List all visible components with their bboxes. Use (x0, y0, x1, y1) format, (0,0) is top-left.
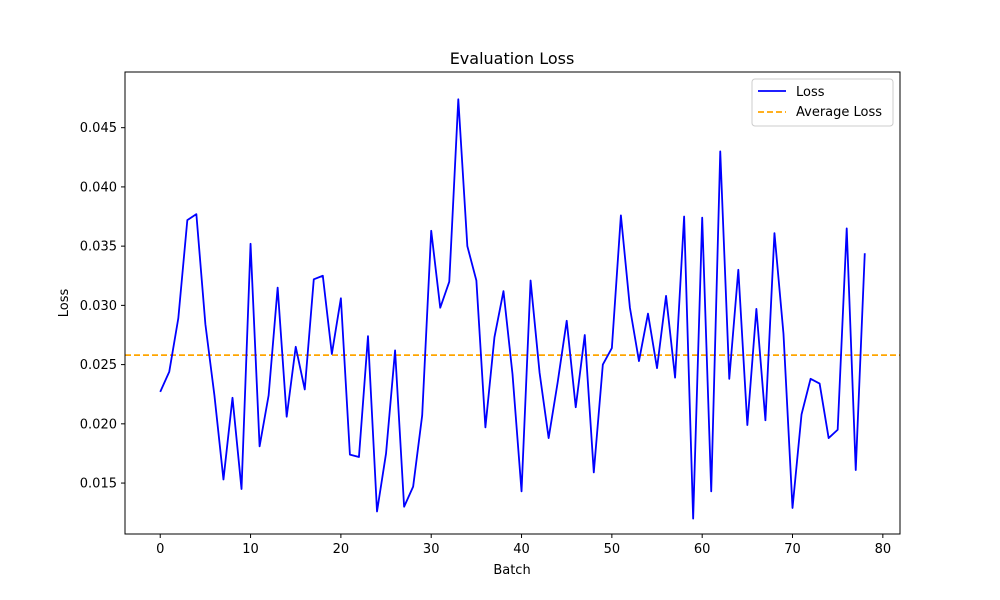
y-tick-label: 0.025 (80, 358, 117, 373)
legend: Loss Average Loss (751, 78, 894, 127)
x-axis-ticks: 0 10 20 30 40 50 60 70 80 (156, 534, 891, 557)
legend-loss-label: Loss (796, 85, 825, 100)
legend-box (751, 78, 894, 127)
x-tick-label: 50 (604, 542, 621, 557)
plot-frame (124, 71, 901, 535)
x-axis-label: Batch (493, 563, 530, 578)
loss-series-line (159, 98, 866, 520)
y-axis-ticks: 0.015 0.020 0.025 0.030 0.035 0.040 0.045 (80, 121, 125, 492)
legend-average-label: Average Loss (796, 105, 882, 120)
x-tick-label: 20 (333, 542, 350, 557)
y-tick-label: 0.020 (80, 417, 117, 432)
y-axis-label: Loss (57, 289, 72, 318)
x-tick-label: 10 (242, 542, 259, 557)
chart-title: Evaluation Loss (450, 49, 575, 68)
y-tick-label: 0.035 (80, 240, 117, 255)
x-tick-label: 30 (423, 542, 440, 557)
x-tick-label: 60 (694, 542, 711, 557)
x-tick-label: 0 (156, 542, 164, 557)
y-tick-label: 0.045 (80, 121, 117, 136)
x-tick-label: 40 (513, 542, 530, 557)
y-tick-label: 0.030 (80, 299, 117, 314)
x-tick-label: 80 (875, 542, 892, 557)
x-tick-label: 70 (784, 542, 801, 557)
y-tick-label: 0.040 (80, 180, 117, 195)
y-tick-label: 0.015 (80, 477, 117, 492)
plot-area (124, 71, 901, 535)
